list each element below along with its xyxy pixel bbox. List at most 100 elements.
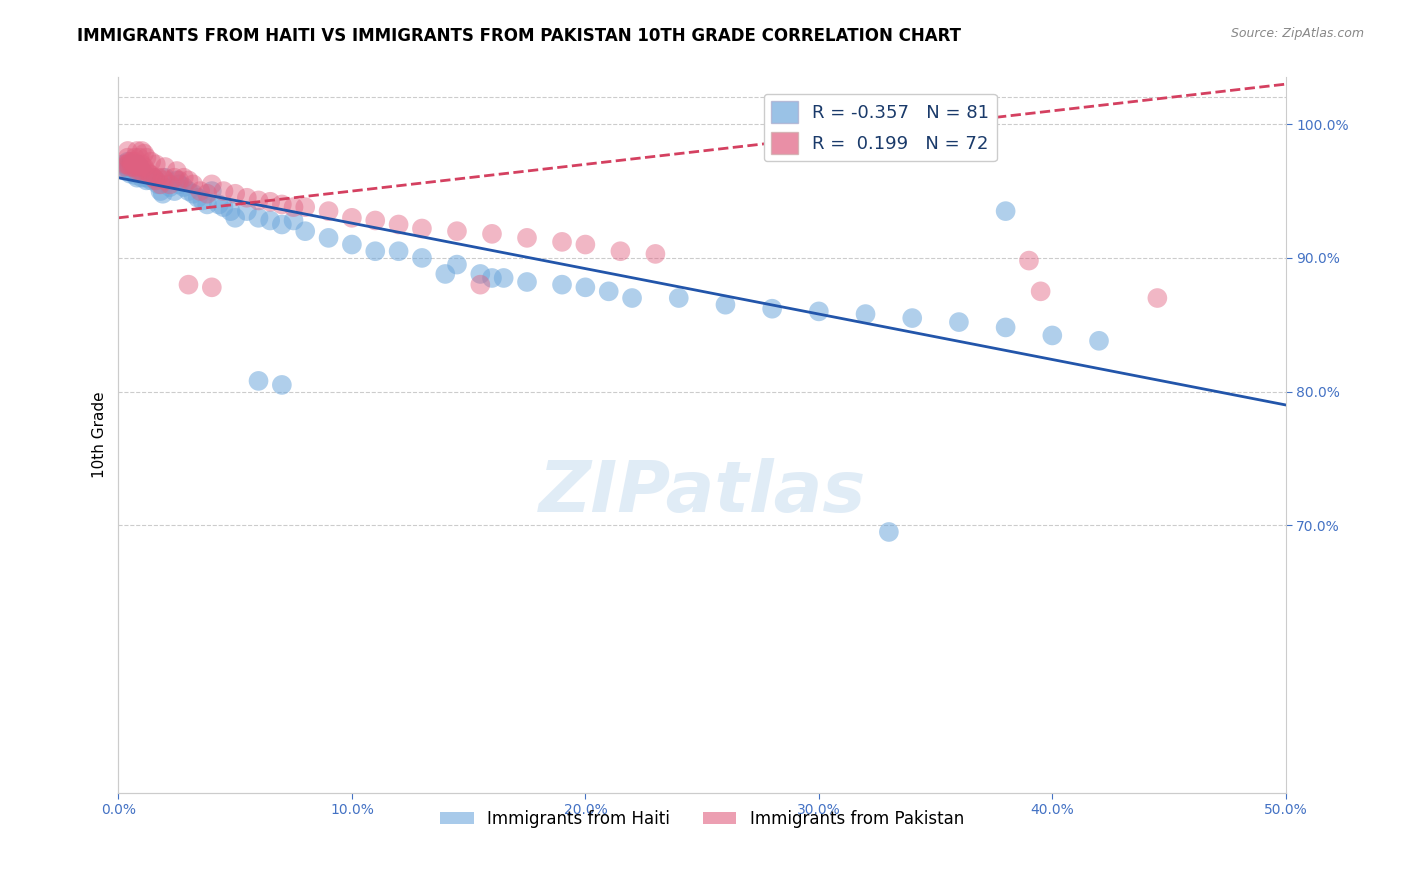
Point: [146, 170, 169, 185]
Point: [201, 178, 224, 192]
Point: [153, 170, 176, 185]
Point: [470, 277, 492, 292]
Point: [166, 164, 188, 178]
Point: [124, 151, 146, 165]
Point: [446, 224, 468, 238]
Point: [318, 231, 340, 245]
Point: [124, 154, 146, 169]
Point: [117, 151, 139, 165]
Point: [135, 173, 157, 187]
Point: [131, 157, 153, 171]
Point: [177, 173, 200, 187]
Point: [114, 157, 136, 171]
Point: [149, 178, 172, 192]
Text: Source: ZipAtlas.com: Source: ZipAtlas.com: [1230, 27, 1364, 40]
Point: [120, 160, 142, 174]
Point: [187, 191, 209, 205]
Point: [551, 235, 574, 249]
Point: [142, 170, 165, 185]
Point: [364, 213, 387, 227]
Point: [247, 211, 270, 225]
Point: [117, 160, 139, 174]
Point: [247, 194, 270, 208]
Point: [1088, 334, 1111, 348]
Point: [120, 154, 142, 169]
Point: [139, 154, 162, 169]
Point: [127, 157, 149, 171]
Point: [598, 285, 620, 299]
Point: [135, 170, 157, 185]
Point: [134, 146, 156, 161]
Point: [201, 184, 224, 198]
Point: [212, 184, 235, 198]
Point: [191, 194, 214, 208]
Point: [1146, 291, 1168, 305]
Text: ZIPatlas: ZIPatlas: [538, 458, 866, 527]
Point: [114, 160, 136, 174]
Point: [294, 200, 316, 214]
Point: [236, 204, 259, 219]
Legend: Immigrants from Haiti, Immigrants from Pakistan: Immigrants from Haiti, Immigrants from P…: [433, 803, 970, 834]
Point: [167, 173, 190, 187]
Point: [128, 160, 150, 174]
Point: [114, 164, 136, 178]
Point: [124, 168, 146, 182]
Point: [120, 157, 142, 171]
Point: [166, 173, 188, 187]
Point: [259, 194, 281, 209]
Point: [434, 267, 457, 281]
Point: [259, 213, 281, 227]
Point: [283, 213, 305, 227]
Point: [153, 160, 176, 174]
Point: [135, 151, 157, 165]
Point: [177, 277, 200, 292]
Point: [112, 160, 135, 174]
Point: [644, 247, 666, 261]
Point: [364, 244, 387, 259]
Point: [492, 271, 515, 285]
Point: [270, 378, 292, 392]
Point: [621, 291, 644, 305]
Point: [173, 180, 195, 194]
Point: [236, 191, 259, 205]
Point: [128, 167, 150, 181]
Point: [145, 173, 167, 187]
Point: [388, 218, 411, 232]
Point: [481, 271, 503, 285]
Point: [411, 221, 433, 235]
Point: [294, 224, 316, 238]
Point: [247, 374, 270, 388]
Point: [121, 160, 143, 174]
Point: [121, 160, 143, 174]
Point: [270, 197, 292, 211]
Point: [131, 170, 153, 185]
Point: [219, 204, 242, 219]
Point: [131, 164, 153, 178]
Point: [173, 170, 195, 185]
Point: [1018, 253, 1040, 268]
Point: [181, 178, 204, 192]
Point: [181, 186, 204, 201]
Point: [224, 186, 246, 201]
Point: [516, 231, 538, 245]
Point: [195, 186, 218, 201]
Point: [127, 164, 149, 178]
Point: [761, 301, 783, 316]
Point: [128, 160, 150, 174]
Point: [145, 157, 167, 171]
Point: [117, 157, 139, 171]
Point: [153, 173, 176, 187]
Point: [134, 160, 156, 174]
Point: [138, 167, 160, 181]
Point: [163, 170, 186, 185]
Point: [163, 184, 186, 198]
Point: [124, 164, 146, 178]
Point: [152, 170, 174, 185]
Text: IMMIGRANTS FROM HAITI VS IMMIGRANTS FROM PAKISTAN 10TH GRADE CORRELATION CHART: IMMIGRANTS FROM HAITI VS IMMIGRANTS FROM…: [77, 27, 962, 45]
Point: [121, 154, 143, 169]
Point: [574, 280, 596, 294]
Point: [994, 320, 1017, 334]
Point: [1029, 285, 1052, 299]
Y-axis label: 10th Grade: 10th Grade: [93, 392, 107, 478]
Point: [948, 315, 970, 329]
